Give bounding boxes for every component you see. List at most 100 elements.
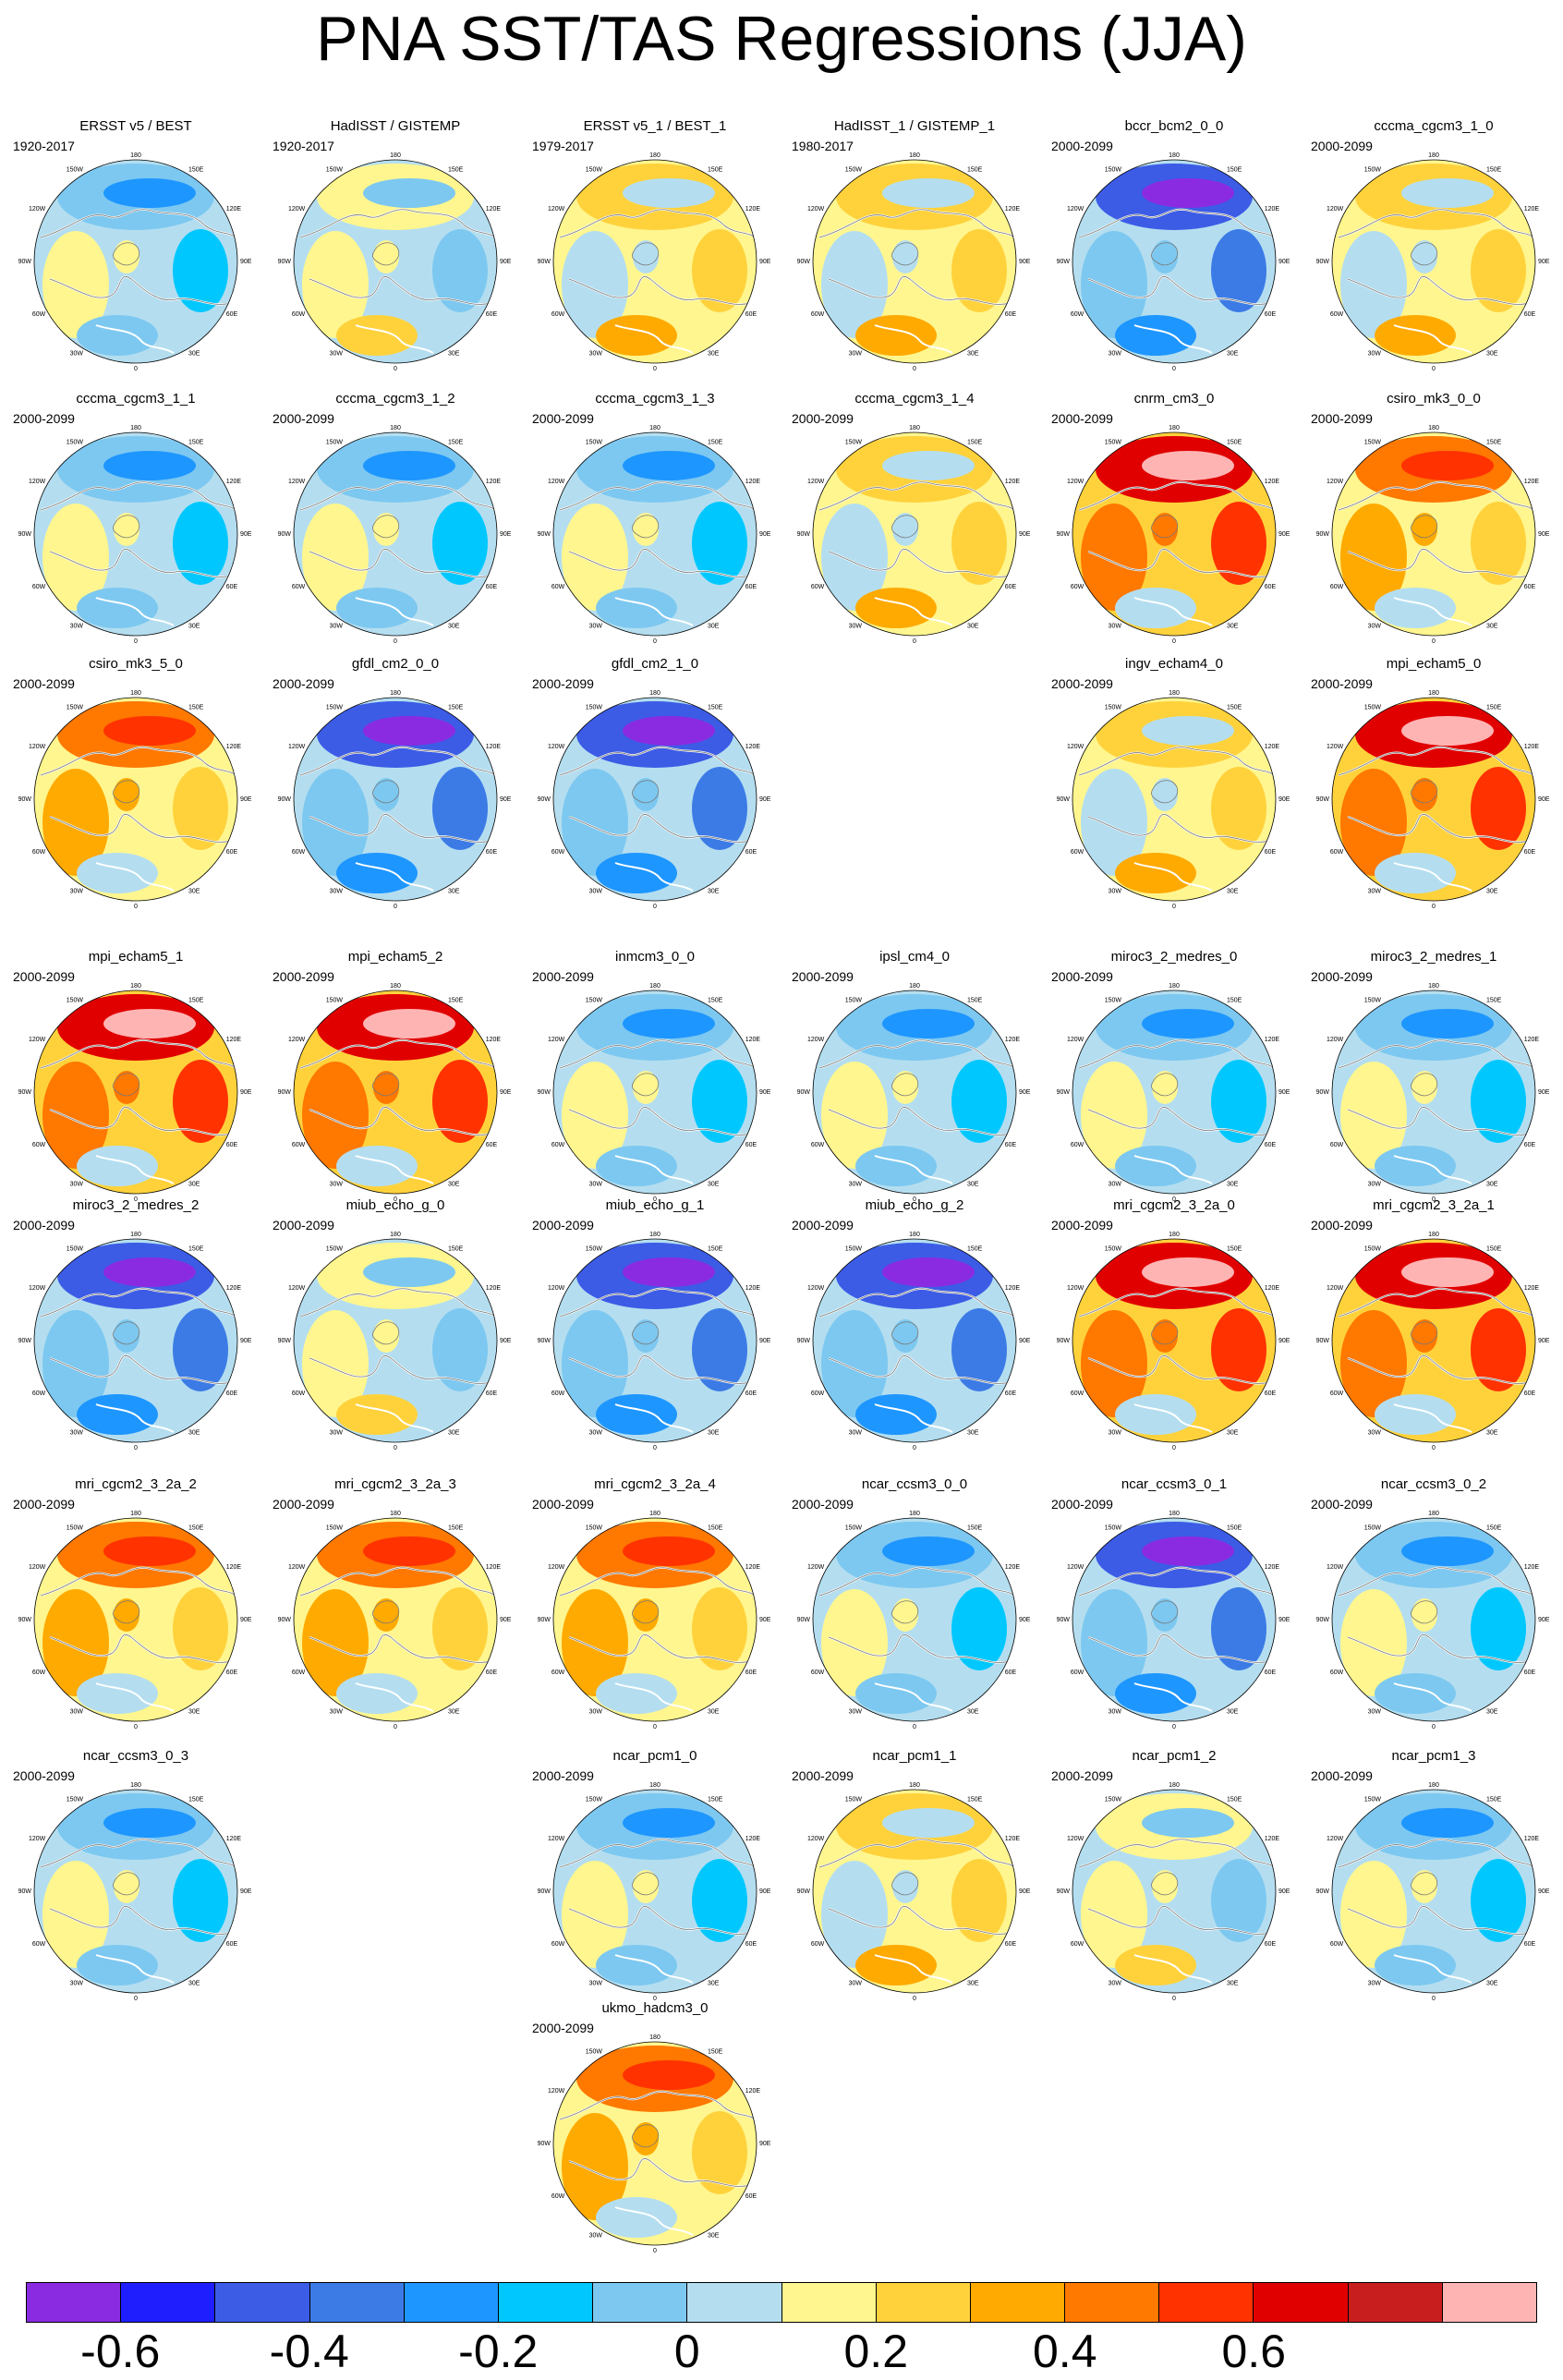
longitude-label: 30W [1368,351,1382,358]
polar-map: 180 0 90W 90E 120W 120E 60W 60E 150W 150E 30W 30E [1316,983,1550,1203]
longitude-label: 150W [586,1524,603,1531]
map-panel: HadISST / GISTEMP 180 0 90W 90E 120W 120E 60W 60… [271,118,520,395]
longitude-label: 150E [188,704,204,710]
longitude-label: 180 [130,425,141,431]
longitude-label: 0 [1432,1445,1436,1451]
longitude-label: 120W [548,1285,565,1292]
longitude-label: 90E [1278,1338,1290,1344]
longitude-label: 0 [394,366,397,372]
longitude-label: 150E [967,1524,983,1531]
longitude-label: 120W [548,1836,565,1842]
longitude-label: 0 [1432,1196,1436,1203]
longitude-label: 150W [586,1796,603,1803]
panel-title: csiro_mk3_5_0 [89,656,183,672]
longitude-label: 150W [67,166,84,173]
longitude-label: 60W [1330,584,1344,590]
longitude-label: 30W [589,2233,603,2240]
panel-years: 2000-2099 [792,411,854,426]
panel-title: ERSST v5_1 / BEST_1 [583,118,727,134]
longitude-label: 60E [1005,311,1017,318]
map-field [34,1790,237,1993]
longitude-label: 30W [1109,351,1122,358]
longitude-label: 30W [1109,1709,1122,1716]
longitude-label: 120W [29,1285,46,1292]
longitude-label: 30W [70,1709,84,1716]
panel-years: 1920-2017 [273,139,334,153]
panel-years: 2000-2099 [13,969,75,984]
longitude-label: 60W [32,1941,46,1948]
colorbar-box [215,2283,310,2322]
longitude-label: 90E [759,2141,771,2147]
polar-map: 180 0 90W 90E 120W 120E 60W 60E 150W 150E 30W 30E [18,1232,252,1451]
longitude-label: 180 [649,152,660,159]
map-field [1332,432,1535,636]
panel-title: HadISST / GISTEMP [330,118,461,134]
panel-years: 2000-2099 [792,1768,854,1783]
polar-map: 180 0 90W 90E 120W 120E 60W 60E 150W 150E 30W 30E [538,1511,771,1730]
map-panel: cccma_cgcm3_1_3 180 0 90W 90E 120W 120E 60W 60E 1… [530,391,780,668]
colorbar-box [876,2283,971,2322]
longitude-label: 60W [1330,1142,1344,1148]
panel-years: 2000-2099 [1051,1768,1113,1783]
panel-years: 2000-2099 [532,1497,594,1512]
longitude-label: 120W [1327,744,1344,750]
panel-years: 2000-2099 [13,1768,75,1783]
longitude-label: 60E [486,1390,498,1397]
longitude-label: 90E [1019,259,1031,265]
polar-map: 180 0 90W 90E 120W 120E 60W 60E 150W 150E 30W 30E [18,152,252,372]
longitude-label: 180 [390,425,401,431]
map-field [1072,1518,1276,1721]
map-panel: mri_cgcm2_3_2a_1 180 0 90W 90E 120W 120E 60W 60E… [1309,1197,1558,1475]
longitude-label: 60W [292,1390,306,1397]
longitude-label: 90E [1538,259,1550,265]
map-panel: cccma_cgcm3_1_2 180 0 90W 90E 120W 120E 60W 60E 1… [271,391,520,668]
panel-years: 2000-2099 [1311,139,1373,153]
longitude-label: 150W [67,997,84,1003]
polar-map: 180 0 90W 90E 120W 120E 60W 60E 150W 150E 30W 30E [797,1782,1031,2002]
longitude-label: 150W [326,704,344,710]
map-panel: ingv_echam4_0 180 0 90W 90E 120W 120E 60W 60E 150… [1049,656,1299,933]
longitude-label: 120E [1524,1285,1540,1292]
longitude-label: 120E [1265,744,1280,750]
longitude-label: 120E [226,1285,242,1292]
longitude-label: 90E [1278,796,1290,803]
longitude-label: 60W [1330,1941,1344,1948]
map-panel: gfdl_cm2_1_0 180 0 90W 90E 120W 120E 60W 60E 150W… [530,656,780,933]
longitude-label: 60E [1265,1670,1277,1676]
longitude-label: 150W [1364,704,1382,710]
longitude-label: 30W [70,1981,84,1987]
longitude-label: 120E [226,1037,242,1043]
longitude-label: 120E [1524,479,1540,485]
longitude-label: 90E [759,1888,771,1895]
panel-title: cnrm_cm3_0 [1133,391,1215,407]
longitude-label: 90E [1019,1089,1031,1096]
longitude-label: 0 [1172,1196,1176,1203]
longitude-label: 0 [1172,366,1176,372]
longitude-label: 60E [486,1670,498,1676]
longitude-label: 60W [811,1390,825,1397]
longitude-label: 150W [1105,1796,1122,1803]
longitude-label: 30W [1109,1981,1122,1987]
longitude-label: 60W [32,849,46,856]
longitude-label: 60E [745,311,757,318]
longitude-label: 90W [1057,796,1071,803]
longitude-label: 90W [278,531,292,538]
longitude-label: 150W [1105,166,1122,173]
longitude-label: 90W [1316,1888,1330,1895]
map-field [294,160,497,363]
polar-map: 180 0 90W 90E 120W 120E 60W 60E 150W 150E 30W 30E [278,983,512,1203]
longitude-label: 120E [1005,1836,1021,1842]
longitude-label: 60W [551,849,565,856]
panel-years: 2000-2099 [1051,1218,1113,1232]
longitude-label: 120E [486,1037,502,1043]
longitude-label: 120W [288,1285,306,1292]
longitude-label: 120W [288,1564,306,1571]
longitude-label: 90W [1057,259,1071,265]
panel-title: HadISST_1 / GISTEMP_1 [833,118,996,134]
panel-title: ipsl_cm4_0 [879,949,950,965]
longitude-label: 30W [589,351,603,358]
longitude-label: 150W [1105,1524,1122,1531]
longitude-label: 30E [1486,1182,1498,1188]
longitude-label: 60W [551,1142,565,1148]
longitude-label: 30E [708,1430,720,1437]
